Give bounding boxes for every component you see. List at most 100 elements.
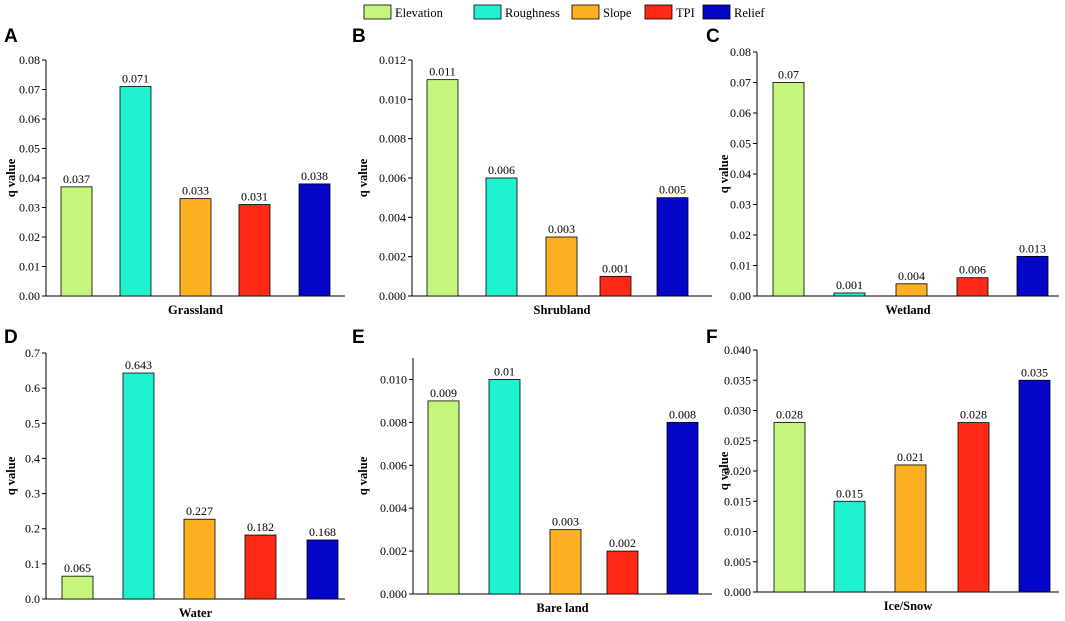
bar-elevation [61,575,94,600]
bar-roughness [122,372,155,600]
data-label-relief: 0.038 [301,169,328,183]
legend-swatch-slope [571,4,600,20]
bar-roughness [833,292,866,297]
data-label-roughness: 0.006 [488,163,515,177]
bar-elevation [60,186,93,297]
y-tick-label: 0.01 [730,259,751,273]
bar-elevation [772,82,805,297]
x-axis-label: Water [179,606,213,620]
legend-label-slope: Slope [603,6,632,20]
y-tick-label: 0.08 [19,53,40,67]
bar-tpi [244,534,277,600]
legend: Elevation Roughness Slope TPI Relief [363,4,765,20]
bar-tpi [956,277,989,297]
y-tick-label: 0.035 [724,373,751,387]
data-label-tpi: 0.006 [959,263,986,277]
legend-item-slope: Slope [571,4,632,20]
y-tick-label: 0.006 [379,171,406,185]
bar-roughness [488,379,521,595]
panel-a: A 0.00 0.01 0.02 0.03 0.04 0.05 0.06 0.07 0.08 0.0… [4,26,345,317]
y-axis-label: q value [356,456,370,495]
x-axis-label: Wetland [885,303,930,317]
data-label-relief: 0.035 [1021,365,1048,379]
y-axis-label: q value [4,158,18,197]
panel-letter: A [4,26,18,47]
bar-tpi [599,275,632,297]
data-label-elevation: 0.07 [778,68,799,82]
bar-tpi [957,422,990,593]
legend-swatch-roughness [473,4,502,20]
y-tick-label: 0.00 [19,289,40,303]
bar-slope [183,518,216,600]
data-label-slope: 0.003 [548,222,575,236]
legend-item-tpi: TPI [644,4,695,20]
data-label-tpi: 0.002 [609,536,636,550]
data-label-relief: 0.168 [309,525,336,539]
y-tick-label: 0.3 [25,487,40,501]
panel-letter: E [352,327,365,348]
y-tick-label: 0.025 [724,434,751,448]
y-tick-label: 0.1 [25,557,40,571]
data-label-elevation: 0.065 [64,561,91,575]
y-tick-label: 0.5 [25,416,40,430]
x-axis-label: Bare land [536,601,588,615]
data-label-slope: 0.004 [898,269,925,283]
bar-tpi [238,204,271,297]
y-tick-label: 0.010 [379,92,406,106]
data-label-tpi: 0.028 [960,408,987,422]
data-label-slope: 0.021 [897,450,924,464]
legend-swatch-relief [702,4,731,20]
y-tick-label: 0.05 [730,137,751,151]
legend-label-relief: Relief [734,6,765,20]
y-tick-label: 0.04 [730,167,751,181]
data-label-relief: 0.013 [1019,241,1046,255]
legend-swatch-elevation [363,4,392,20]
data-label-roughness: 0.01 [494,364,515,378]
y-tick-label: 0.008 [380,415,407,429]
y-tick-label: 0.005 [724,555,751,569]
y-tick-label: 0.04 [19,171,40,185]
bar-slope [179,198,212,297]
panel-b: B 0.000 0.002 0.004 0.006 0.008 0.010 0.012 0.01… [352,26,712,317]
y-tick-label: 0.06 [730,106,751,120]
legend-item-roughness: Roughness [473,4,560,20]
y-tick-label: 0.06 [19,112,40,126]
y-tick-label: 0.012 [379,53,406,67]
bar-relief [656,197,689,297]
x-axis-label: Shrubland [534,303,591,317]
y-tick-label: 0.000 [380,587,407,601]
y-tick-label: 0.000 [724,585,751,599]
y-axis-label: q value [717,154,731,193]
panel-letter: F [706,327,718,348]
data-label-roughness: 0.643 [125,358,152,372]
data-label-relief: 0.005 [659,183,686,197]
bar-roughness [485,177,518,297]
y-tick-label: 0.015 [724,494,751,508]
y-tick-label: 0.00 [730,289,751,303]
bar-roughness [119,86,152,297]
legend-label-tpi: TPI [676,6,695,20]
data-label-slope: 0.033 [182,184,209,198]
bar-elevation [426,79,459,297]
data-label-slope: 0.003 [552,515,579,529]
y-tick-label: 0.010 [724,525,751,539]
panel-letter: C [706,26,720,47]
data-label-relief: 0.008 [669,407,696,421]
legend-swatch-tpi [644,4,673,20]
panel-d: D 0.0 0.1 0.2 0.3 0.4 0.5 0.6 0.7 0.065 0.643 0.227… [4,327,345,620]
y-tick-label: 0.010 [380,372,407,386]
y-axis-label: q value [356,158,370,197]
y-tick-label: 0.03 [730,198,751,212]
y-tick-label: 0.08 [730,45,751,59]
y-tick-label: 0.002 [380,544,407,558]
y-axis-label: q value [717,451,731,490]
bar-relief [306,539,339,600]
bar-relief [666,421,699,595]
y-tick-label: 0.02 [730,228,751,242]
panel-e: E 0.000 0.002 0.004 0.006 0.008 0.010 0.009 0.01… [352,327,712,615]
bar-slope [545,236,578,297]
y-tick-label: 0.07 [730,76,751,90]
legend-label-elevation: Elevation [395,6,444,20]
x-axis-label: Ice/Snow [884,599,933,613]
y-tick-label: 0.004 [379,210,406,224]
